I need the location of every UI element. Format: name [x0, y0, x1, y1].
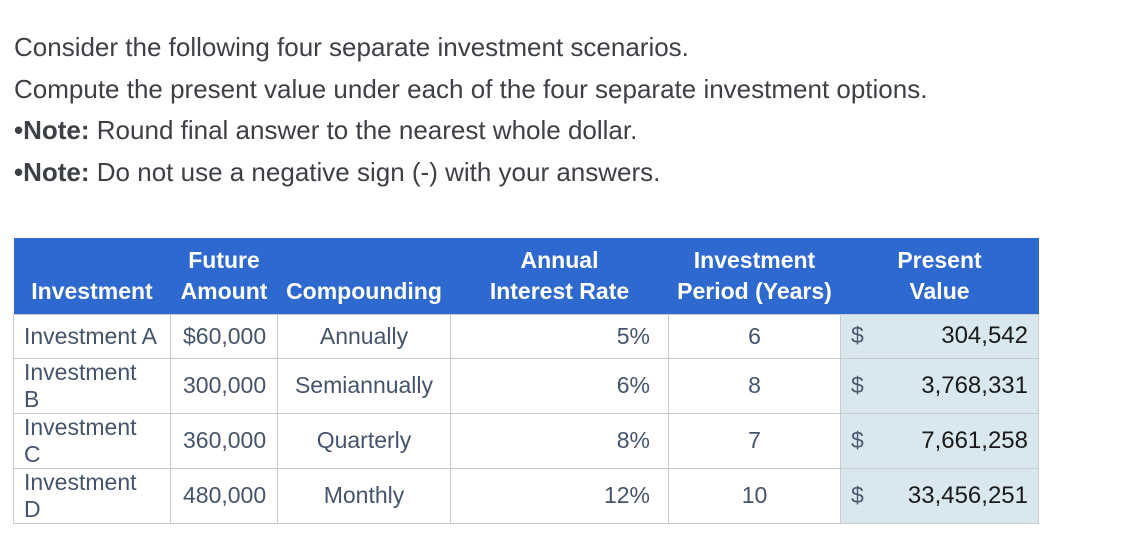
- cell-interest-rate: 12%: [450, 467, 669, 524]
- table-body: Investment A $60,000 Annually 5% 6 $304,…: [13, 313, 1039, 524]
- table-row: Investment C 360,000 Quarterly 8% 7 $7,6…: [13, 412, 1039, 469]
- cell-future-amount: 480,000: [170, 467, 278, 524]
- cell-present-value[interactable]: $33,456,251: [840, 467, 1039, 524]
- header-row-bottom: Investment Amount Compounding Interest R…: [13, 276, 1039, 314]
- cell-present-value[interactable]: $7,661,258: [840, 412, 1039, 469]
- column-header-amount: Amount: [170, 276, 278, 314]
- table-header: Future Annual Investment Present Investm…: [13, 238, 1039, 314]
- cell-investment: Investment D: [13, 467, 171, 524]
- currency-symbol: $: [851, 426, 864, 453]
- cell-present-value[interactable]: $304,542: [840, 313, 1039, 359]
- instruction-line-2: Compute the present value under each of …: [14, 73, 928, 104]
- currency-symbol: $: [851, 371, 864, 398]
- column-header-annual: Annual: [450, 238, 669, 276]
- column-header-period-years: Period (Years): [668, 276, 841, 314]
- cell-compounding: Semiannually: [277, 357, 451, 414]
- column-header-compounding-top: [277, 238, 451, 276]
- note-2-text: Do not use a negative sign (-) with your…: [96, 156, 661, 187]
- column-header-investment-top: [13, 238, 171, 276]
- cell-future-amount: 360,000: [170, 412, 278, 469]
- present-value-amount: 33,456,251: [907, 481, 1028, 509]
- column-header-investment-period-top: Investment: [668, 238, 841, 276]
- cell-interest-rate: 8%: [450, 412, 669, 469]
- column-header-present: Present: [840, 238, 1039, 276]
- instructions-block: Consider the following four separate inv…: [14, 27, 1142, 193]
- cell-period: 7: [668, 412, 841, 469]
- note-2-label: •Note:: [14, 156, 90, 187]
- table-row: Investment A $60,000 Annually 5% 6 $304,…: [13, 313, 1039, 359]
- cell-compounding: Monthly: [277, 467, 451, 524]
- cell-interest-rate: 6%: [450, 357, 669, 414]
- cell-future-amount: 300,000: [170, 357, 278, 414]
- column-header-future: Future: [170, 238, 278, 276]
- note-1: •Note: Round final answer to the nearest…: [14, 110, 1142, 152]
- present-value-amount: 3,768,331: [921, 371, 1028, 399]
- cell-compounding: Quarterly: [277, 412, 451, 469]
- table-row: Investment D 480,000 Monthly 12% 10 $33,…: [13, 467, 1039, 524]
- note-1-text: Round final answer to the nearest whole …: [96, 115, 638, 145]
- investments-table: Future Annual Investment Present Investm…: [13, 238, 1039, 524]
- table-row: Investment B 300,000 Semiannually 6% 8 $…: [13, 357, 1039, 414]
- column-header-investment: Investment: [13, 276, 171, 314]
- currency-symbol: $: [851, 481, 864, 508]
- column-header-interest-rate: Interest Rate: [450, 276, 669, 314]
- column-header-compounding: Compounding: [277, 276, 451, 314]
- note-2: •Note: Do not use a negative sign (-) wi…: [14, 152, 1142, 194]
- present-value-amount: 7,661,258: [921, 426, 1028, 454]
- cell-period: 6: [668, 313, 841, 359]
- cell-period: 8: [668, 357, 841, 414]
- cell-investment: Investment A: [13, 313, 171, 359]
- cell-period: 10: [668, 467, 841, 524]
- instruction-line-1: Consider the following four separate inv…: [14, 32, 689, 62]
- cell-investment: Investment C: [13, 412, 171, 469]
- cell-investment: Investment B: [13, 357, 171, 414]
- present-value-amount: 304,542: [941, 322, 1028, 349]
- cell-compounding: Annually: [277, 313, 451, 359]
- header-row-top: Future Annual Investment Present: [13, 238, 1039, 276]
- cell-future-amount: $60,000: [170, 313, 278, 359]
- currency-symbol: $: [851, 322, 864, 348]
- note-1-label: •Note:: [14, 115, 90, 145]
- cell-present-value[interactable]: $3,768,331: [840, 357, 1039, 414]
- cell-interest-rate: 5%: [450, 313, 669, 359]
- column-header-value: Value: [840, 276, 1039, 314]
